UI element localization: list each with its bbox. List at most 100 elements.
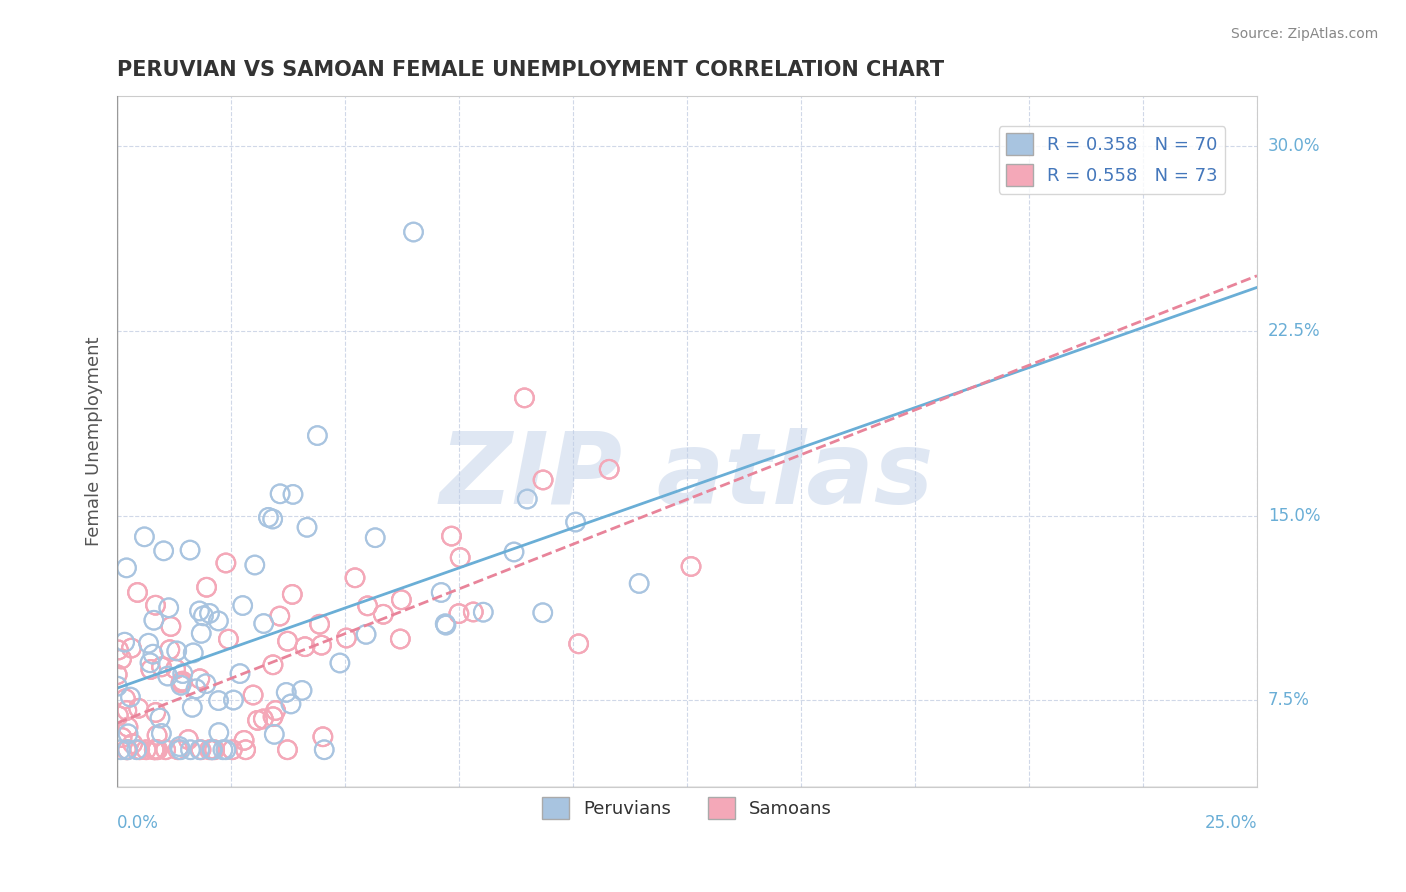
Point bbox=[430, 585, 453, 599]
Point bbox=[170, 676, 193, 690]
Point bbox=[117, 720, 139, 734]
Point bbox=[568, 637, 591, 651]
Peruvians bbox=[194, 676, 217, 690]
Peruvians bbox=[198, 607, 221, 621]
Point bbox=[177, 732, 200, 747]
Point bbox=[269, 609, 291, 624]
Point bbox=[373, 607, 395, 622]
Point bbox=[252, 712, 274, 726]
Point bbox=[145, 706, 167, 720]
Point bbox=[115, 704, 138, 718]
Peruvians bbox=[138, 636, 160, 650]
Peruvians bbox=[263, 727, 285, 741]
Samoans bbox=[233, 733, 256, 747]
Point bbox=[221, 743, 243, 757]
Peruvians bbox=[516, 491, 538, 506]
Point bbox=[264, 704, 287, 718]
Samoans bbox=[127, 585, 149, 599]
Point bbox=[198, 607, 221, 621]
Point bbox=[262, 512, 284, 526]
Peruvians bbox=[201, 743, 224, 757]
Point bbox=[280, 697, 302, 711]
Point bbox=[115, 704, 138, 718]
Text: 15.0%: 15.0% bbox=[1268, 507, 1320, 524]
Point bbox=[308, 617, 330, 632]
Point bbox=[165, 662, 187, 676]
Samoans bbox=[281, 587, 304, 601]
Point bbox=[143, 743, 166, 757]
Point bbox=[150, 726, 173, 740]
Point bbox=[364, 531, 387, 545]
Point bbox=[257, 510, 280, 524]
Point bbox=[145, 598, 167, 612]
Peruvians bbox=[188, 604, 211, 618]
Point bbox=[172, 674, 194, 689]
Point bbox=[503, 545, 526, 559]
Point bbox=[312, 730, 335, 744]
Samoans bbox=[195, 580, 218, 594]
Point bbox=[531, 473, 554, 487]
Text: PERUVIAN VS SAMOAN FEMALE UNEMPLOYMENT CORRELATION CHART: PERUVIAN VS SAMOAN FEMALE UNEMPLOYMENT C… bbox=[117, 60, 945, 79]
Point bbox=[128, 701, 150, 715]
Peruvians bbox=[172, 666, 194, 681]
Peruvians bbox=[212, 743, 235, 757]
Point bbox=[262, 657, 284, 672]
Point bbox=[107, 708, 129, 723]
Samoans bbox=[389, 632, 412, 646]
Peruvians bbox=[472, 605, 495, 619]
Samoans bbox=[568, 637, 591, 651]
Peruvians bbox=[157, 600, 180, 615]
Point bbox=[235, 743, 257, 757]
Peruvians bbox=[142, 613, 165, 627]
Legend: Peruvians, Samoans: Peruvians, Samoans bbox=[534, 789, 839, 826]
Peruvians bbox=[110, 743, 132, 757]
Peruvians bbox=[531, 606, 554, 620]
Point bbox=[232, 599, 254, 613]
Peruvians bbox=[215, 743, 238, 757]
Peruvians bbox=[170, 678, 193, 692]
Point bbox=[373, 607, 395, 622]
Samoans bbox=[145, 743, 167, 757]
Peruvians bbox=[402, 225, 425, 239]
Point bbox=[139, 656, 162, 670]
Peruvians bbox=[307, 428, 329, 442]
Point bbox=[134, 530, 156, 544]
Samoans bbox=[373, 607, 395, 622]
Samoans bbox=[188, 672, 211, 686]
Samoans bbox=[135, 743, 157, 757]
Point bbox=[281, 587, 304, 601]
Point bbox=[564, 515, 586, 529]
Point bbox=[179, 743, 201, 757]
Point bbox=[434, 618, 457, 632]
Point bbox=[447, 607, 470, 621]
Point bbox=[169, 739, 191, 754]
Samoans bbox=[105, 667, 128, 681]
Peruvians bbox=[364, 531, 387, 545]
Point bbox=[169, 743, 191, 757]
Point bbox=[165, 662, 187, 676]
Samoans bbox=[276, 743, 298, 757]
Samoans bbox=[204, 743, 226, 757]
Point bbox=[107, 708, 129, 723]
Point bbox=[145, 706, 167, 720]
Peruvians bbox=[280, 697, 302, 711]
Samoans bbox=[146, 728, 169, 742]
Point bbox=[246, 714, 269, 728]
Point bbox=[114, 691, 136, 706]
Point bbox=[354, 627, 377, 641]
Point bbox=[125, 743, 148, 757]
Point bbox=[155, 743, 177, 757]
Point bbox=[344, 571, 367, 585]
Point bbox=[262, 657, 284, 672]
Peruvians bbox=[184, 681, 207, 696]
Samoans bbox=[120, 641, 142, 656]
Point bbox=[145, 743, 167, 757]
Point bbox=[117, 743, 139, 757]
Samoans bbox=[117, 743, 139, 757]
Point bbox=[107, 643, 129, 657]
Point bbox=[128, 701, 150, 715]
Peruvians bbox=[232, 599, 254, 613]
Point bbox=[233, 733, 256, 747]
Point bbox=[159, 642, 181, 657]
Point bbox=[117, 727, 139, 741]
